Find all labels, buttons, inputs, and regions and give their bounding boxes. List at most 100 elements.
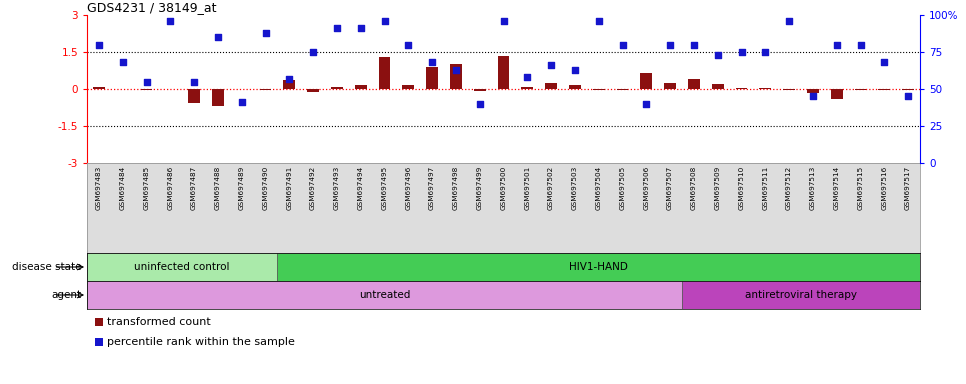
Bar xyxy=(140,89,153,90)
Bar xyxy=(450,65,462,89)
Text: GSM697496: GSM697496 xyxy=(406,166,412,210)
Point xyxy=(806,93,821,99)
Text: GSM697494: GSM697494 xyxy=(357,166,364,210)
Bar xyxy=(593,89,605,90)
Bar xyxy=(759,88,771,89)
Text: GSM697501: GSM697501 xyxy=(525,166,530,210)
Bar xyxy=(682,281,920,309)
Text: GSM697491: GSM697491 xyxy=(286,166,293,210)
Text: uninfected control: uninfected control xyxy=(134,262,230,272)
Text: agent: agent xyxy=(52,290,82,300)
Point xyxy=(91,41,106,48)
Point xyxy=(162,18,178,24)
Text: GSM697499: GSM697499 xyxy=(476,166,483,210)
Text: untreated: untreated xyxy=(358,290,411,300)
Text: GSM697515: GSM697515 xyxy=(858,166,864,210)
Text: GSM697505: GSM697505 xyxy=(619,166,626,210)
Text: GSM697498: GSM697498 xyxy=(453,166,459,210)
Point xyxy=(496,18,511,24)
Text: GSM697486: GSM697486 xyxy=(167,166,173,210)
Text: antiretroviral therapy: antiretroviral therapy xyxy=(745,290,857,300)
Text: GSM697497: GSM697497 xyxy=(429,166,435,210)
Bar xyxy=(473,89,486,91)
Bar xyxy=(522,86,533,89)
Bar xyxy=(569,85,581,89)
Bar xyxy=(188,89,200,103)
Bar xyxy=(426,67,438,89)
Text: percentile rank within the sample: percentile rank within the sample xyxy=(107,337,295,347)
Point xyxy=(900,93,916,99)
Bar xyxy=(735,88,748,89)
Bar xyxy=(902,89,914,90)
Bar xyxy=(616,89,629,90)
Point xyxy=(853,41,868,48)
Point xyxy=(614,41,630,48)
Bar xyxy=(379,57,390,89)
Bar xyxy=(212,89,224,106)
Text: transformed count: transformed count xyxy=(107,317,211,327)
Point xyxy=(472,101,488,107)
Bar xyxy=(87,281,682,309)
Text: GSM697483: GSM697483 xyxy=(96,166,101,210)
Bar xyxy=(665,83,676,89)
Text: GSM697509: GSM697509 xyxy=(715,166,721,210)
Text: GSM697490: GSM697490 xyxy=(263,166,269,210)
Text: GSM697511: GSM697511 xyxy=(762,166,768,210)
Bar xyxy=(260,89,271,90)
Text: GSM697485: GSM697485 xyxy=(144,166,150,210)
Text: GSM697503: GSM697503 xyxy=(572,166,578,210)
Text: GSM697489: GSM697489 xyxy=(239,166,244,210)
Text: GSM697512: GSM697512 xyxy=(786,166,792,210)
Bar xyxy=(640,73,652,89)
Text: GSM697484: GSM697484 xyxy=(120,166,126,210)
Point xyxy=(448,67,464,73)
Point xyxy=(686,41,701,48)
Point xyxy=(639,101,654,107)
Point xyxy=(543,62,558,68)
Bar xyxy=(688,79,699,89)
Text: GSM697487: GSM697487 xyxy=(191,166,197,210)
Point xyxy=(781,18,797,24)
Point xyxy=(211,34,226,40)
Point xyxy=(186,79,202,85)
Point xyxy=(258,30,273,36)
Point xyxy=(329,25,345,31)
Text: GSM697508: GSM697508 xyxy=(691,166,696,210)
Bar xyxy=(93,87,105,89)
Text: GSM697493: GSM697493 xyxy=(334,166,340,210)
Text: GSM697510: GSM697510 xyxy=(738,166,745,210)
Bar xyxy=(307,89,319,92)
Bar xyxy=(95,338,103,346)
Bar xyxy=(807,89,819,93)
Bar xyxy=(855,89,867,90)
Point xyxy=(829,41,844,48)
Bar xyxy=(878,89,891,90)
Text: GSM697516: GSM697516 xyxy=(881,166,888,210)
Text: GSM697495: GSM697495 xyxy=(382,166,387,210)
Text: GSM697507: GSM697507 xyxy=(668,166,673,210)
Point xyxy=(663,41,678,48)
Point xyxy=(424,59,440,65)
Bar xyxy=(87,253,277,281)
Text: GSM697488: GSM697488 xyxy=(214,166,221,210)
Bar xyxy=(403,84,414,89)
Point xyxy=(305,49,321,55)
Point xyxy=(710,52,725,58)
Bar xyxy=(95,318,103,326)
Point xyxy=(377,18,392,24)
Point xyxy=(520,74,535,80)
Text: GSM697504: GSM697504 xyxy=(596,166,602,210)
Text: GSM697502: GSM697502 xyxy=(548,166,554,210)
Point xyxy=(401,41,416,48)
Point xyxy=(757,49,773,55)
Text: GSM697500: GSM697500 xyxy=(500,166,506,210)
Point xyxy=(115,59,130,65)
Text: GSM697514: GSM697514 xyxy=(834,166,839,210)
Point xyxy=(591,18,607,24)
Point xyxy=(353,25,368,31)
Bar xyxy=(331,87,343,89)
Text: HIV1-HAND: HIV1-HAND xyxy=(569,262,628,272)
Text: GSM697517: GSM697517 xyxy=(905,166,911,210)
Bar xyxy=(545,83,557,89)
Bar xyxy=(497,56,509,89)
